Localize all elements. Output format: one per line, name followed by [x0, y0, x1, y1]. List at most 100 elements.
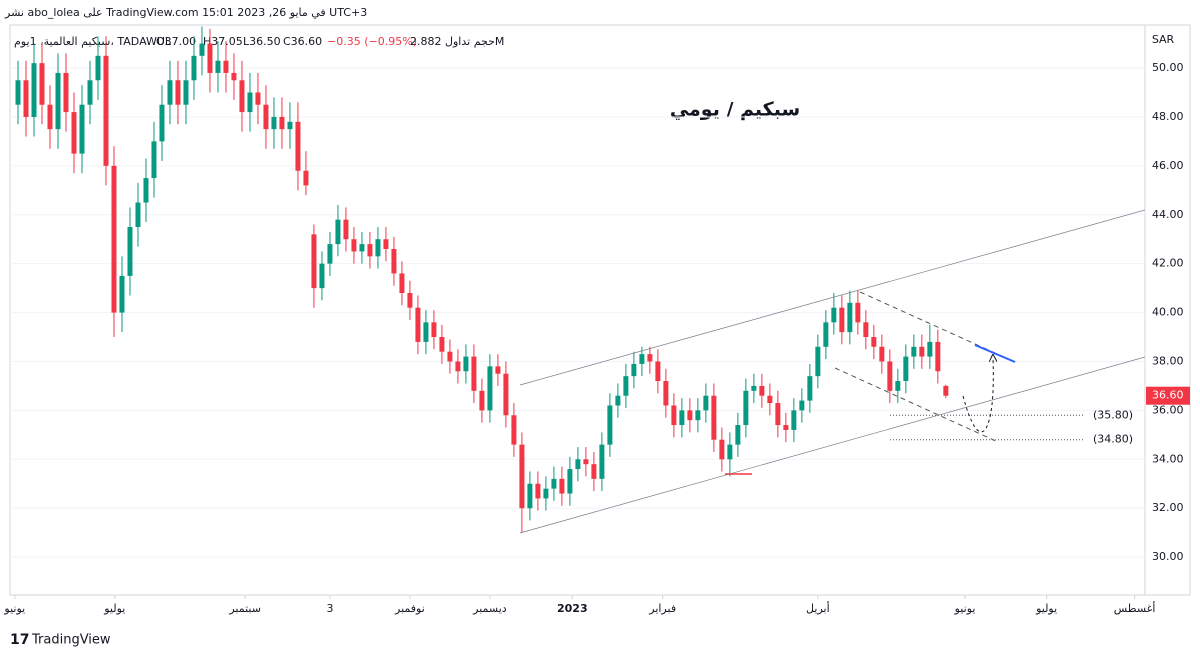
- candle-body: [391, 248, 397, 274]
- candle-body: [87, 80, 93, 105]
- x-tick-label: أبريل: [806, 601, 830, 615]
- candle-body: [807, 376, 813, 401]
- legend-open: O37.00: [156, 35, 196, 48]
- candle-body: [63, 72, 69, 113]
- candle-body: [647, 354, 653, 362]
- y-tick-label: 38.00: [1152, 354, 1184, 367]
- candle-body: [175, 80, 181, 105]
- candle-body: [815, 346, 821, 377]
- footer-logo: 17 TradingView: [10, 632, 111, 648]
- candle-body: [263, 104, 269, 130]
- candle-body: [871, 337, 877, 347]
- candle-body: [743, 390, 749, 426]
- candle-body: [911, 346, 917, 357]
- candle-body: [887, 361, 893, 391]
- candle-body: [319, 263, 325, 289]
- header: نشر abo_lolea على TradingView.com في ماي…: [4, 6, 367, 19]
- candle-body: [447, 351, 453, 362]
- candle-body: [719, 439, 725, 460]
- y-tick-label: 44.00: [1152, 208, 1184, 221]
- channel-upper: [519, 209, 1145, 386]
- candle-body: [631, 363, 637, 377]
- candle-body: [591, 464, 597, 479]
- candle-body: [151, 141, 157, 179]
- legend-low: L36.50: [243, 35, 281, 48]
- candle-body: [415, 307, 421, 342]
- x-tick-label: 3: [326, 602, 333, 615]
- candle-body: [495, 366, 501, 374]
- candle-body: [511, 415, 517, 445]
- candle-body: [655, 361, 661, 382]
- candle-body: [703, 395, 709, 411]
- candle-body: [455, 361, 461, 372]
- y-tick-label: 46.00: [1152, 159, 1184, 172]
- candle-body: [343, 219, 349, 240]
- candle-body: [167, 80, 173, 105]
- candle-body: [735, 425, 741, 445]
- candle-body: [487, 366, 493, 411]
- candle-body: [775, 403, 781, 426]
- candle-body: [79, 104, 85, 154]
- candle-body: [463, 356, 469, 372]
- candle-body: [287, 121, 293, 130]
- logo-mark: 17: [10, 632, 29, 648]
- candle-body: [431, 322, 437, 338]
- y-tick-label: 50.00: [1152, 61, 1184, 74]
- candle-body: [255, 92, 261, 105]
- candle-body: [551, 478, 557, 489]
- legend-high: H37.05: [203, 35, 243, 48]
- candle-body: [903, 356, 909, 382]
- candle-body: [535, 483, 541, 499]
- candle-body: [39, 63, 45, 105]
- dashed-upper: [859, 291, 1016, 363]
- candle-body: [879, 346, 885, 362]
- candle-body: [23, 80, 29, 117]
- y-tick-label: 32.00: [1152, 501, 1184, 514]
- level-label: (35.80): [1093, 408, 1133, 421]
- candle-body: [215, 60, 221, 73]
- candle-body: [103, 55, 109, 166]
- candle-body: [31, 63, 37, 117]
- x-tick-label: سبتمبر: [228, 602, 261, 615]
- candle-body: [783, 425, 789, 430]
- candle-body: [927, 341, 933, 357]
- candle-body: [623, 376, 629, 396]
- candle-body: [559, 478, 565, 494]
- candle-body: [671, 405, 677, 426]
- chart-title: سبكيم / يومي: [670, 99, 800, 121]
- candle-body: [359, 244, 365, 252]
- legend-volume: حجم تداول 2.882M: [410, 35, 504, 48]
- candle-body: [471, 356, 477, 391]
- candle-body: [183, 80, 189, 105]
- y-tick-label: 36.00: [1152, 403, 1184, 416]
- candle-body: [751, 385, 757, 391]
- candle-body: [239, 80, 245, 113]
- y-tick-label: 30.00: [1152, 550, 1184, 563]
- candle-body: [15, 80, 21, 105]
- candle-body: [567, 469, 573, 494]
- candle-body: [55, 72, 61, 130]
- candle-body: [679, 410, 685, 426]
- candle-body: [279, 116, 285, 130]
- candle-body: [407, 293, 413, 308]
- projection-arrow: [962, 358, 993, 433]
- candle-body: [47, 104, 53, 130]
- chart-frame: [9, 24, 1191, 596]
- candle-body: [831, 307, 837, 323]
- candle-body: [311, 234, 317, 289]
- candle-body: [935, 341, 941, 372]
- candle-body: [855, 302, 861, 323]
- y-tick-label: 42.00: [1152, 257, 1184, 270]
- candle-body: [863, 322, 869, 338]
- candle-body: [799, 400, 805, 411]
- candle-body: [439, 337, 445, 352]
- candle-body: [71, 112, 77, 154]
- candle-body: [943, 385, 949, 396]
- legend: سبكيم العالمية، 1يوم، TADAWUL O37.00 H37…: [14, 35, 504, 48]
- blue-segment: [974, 344, 1016, 363]
- candle-body: [543, 488, 549, 499]
- x-tick-label: نوفمبر: [394, 602, 425, 615]
- x-tick-label: يوليو: [103, 602, 125, 615]
- candle-body: [199, 43, 205, 56]
